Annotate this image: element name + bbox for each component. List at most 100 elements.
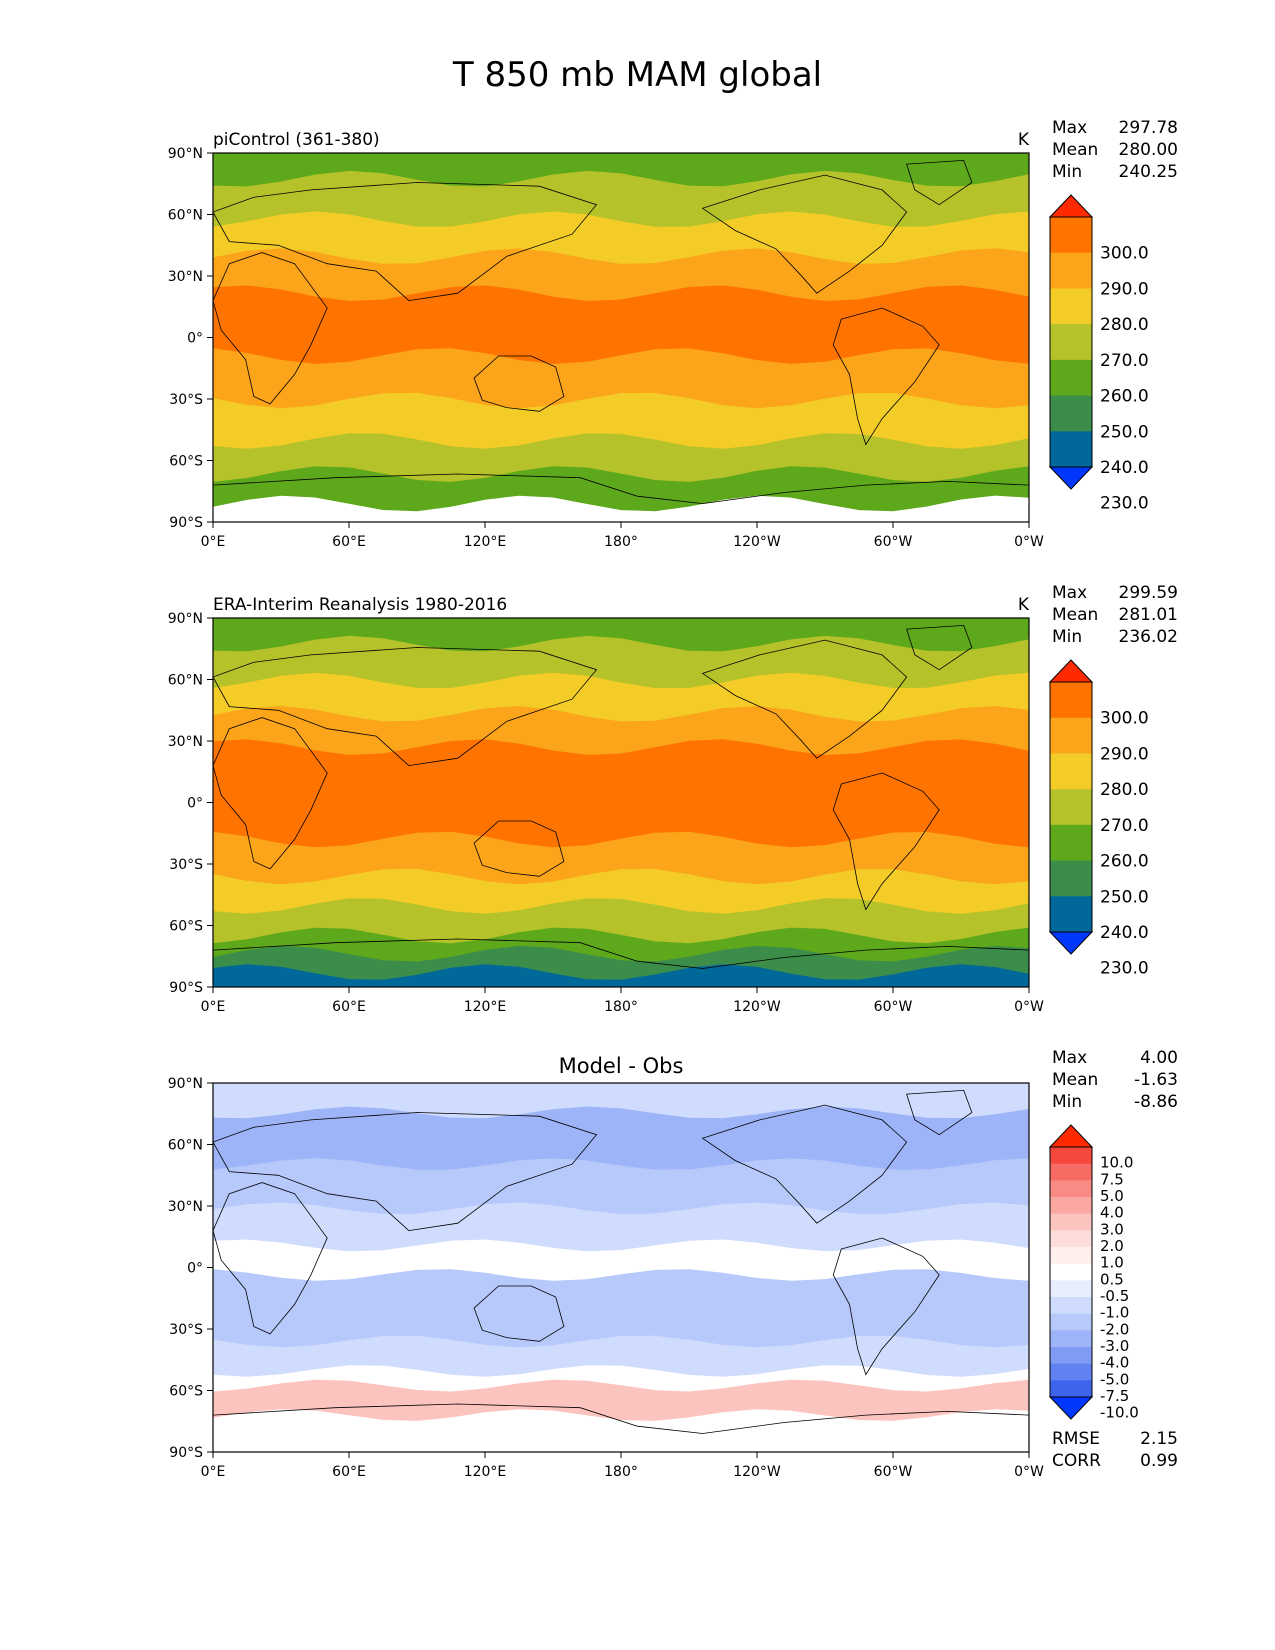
lon-tick-label: 180°: [604, 1464, 638, 1480]
colorbar-label: -10.0: [1100, 1404, 1139, 1422]
colorbar-segment: [1050, 1380, 1092, 1398]
lat-tick-label: 60°S: [169, 1384, 203, 1400]
metric-label: RMSE: [1052, 1429, 1100, 1449]
stat-value: 236.02: [1119, 627, 1178, 647]
map-panel-3: 90°N 60°N 30°N 0° 30°S 60°S 90°S 0°E 60°E 120°E 18…: [168, 1048, 1178, 1480]
lat-tick-label: 60°N: [168, 1138, 203, 1154]
lon-tick-label: 180°: [604, 534, 638, 550]
lat-tick-label: 90°N: [168, 1076, 203, 1092]
stat-label: Max: [1052, 1048, 1087, 1068]
lon-tick-label: 0°W: [1014, 999, 1044, 1015]
stat-label: Min: [1052, 162, 1082, 182]
stat-value: 299.59: [1119, 583, 1178, 603]
colorbar-label: -4.0: [1100, 1354, 1129, 1372]
lon-tick-label: 0°W: [1014, 1464, 1044, 1480]
stat-label: Mean: [1052, 140, 1098, 160]
lon-tick-label: 60°W: [874, 1464, 913, 1480]
colorbar-label: 270.0: [1100, 816, 1149, 836]
colorbar-extend-min: [1048, 1396, 1094, 1420]
lon-tick-label: 60°W: [874, 999, 913, 1015]
colorbar-segment: [1050, 1197, 1092, 1215]
lat-tick-label: 60°S: [169, 454, 203, 470]
stat-value: 297.78: [1119, 118, 1178, 138]
coastline: [906, 1089, 973, 1136]
lon-tick-label: 60°W: [874, 534, 913, 550]
lon-tick-label: 0°E: [201, 999, 226, 1015]
colorbar-label: -5.0: [1100, 1370, 1129, 1388]
coastline: [832, 772, 940, 911]
colorbar-segment: [1050, 824, 1092, 862]
colorbar-segment: [1050, 1230, 1092, 1248]
coastline: [906, 159, 973, 206]
lon-tick-label: 120°E: [464, 999, 507, 1015]
units-label: K: [1018, 130, 1030, 150]
coastline: [213, 717, 328, 870]
colorbar-extend-min: [1048, 931, 1094, 955]
stat-value: 4.00: [1140, 1048, 1178, 1068]
colorbar-label: 280.0: [1100, 780, 1149, 800]
coastline: [213, 252, 328, 405]
colorbar-segment: [1050, 717, 1092, 754]
colorbar-label: 280.0: [1100, 315, 1149, 335]
coastline: [213, 1182, 328, 1335]
contour-band: [213, 1379, 1029, 1426]
contour-band: [213, 1106, 1029, 1175]
metric-value: 0.99: [1140, 1451, 1178, 1471]
temperature-field: [213, 1083, 1029, 1452]
contour-band: [213, 945, 1029, 983]
colorbar: 10.07.55.04.03.02.01.00.5-0.5-1.0-2.0-3.…: [1048, 1124, 1139, 1422]
colorbar-segment: [1050, 1297, 1092, 1315]
lon-tick-label: 0°W: [1014, 534, 1044, 550]
colorbar-label: 230.0: [1100, 959, 1149, 979]
colorbar-segment: [1050, 1363, 1092, 1381]
colorbar-segment: [1050, 896, 1092, 933]
coastline: [832, 307, 940, 446]
colorbar-segment: [1050, 1163, 1092, 1181]
coastline: [213, 938, 1029, 969]
colorbar-segment: [1050, 1313, 1092, 1331]
lat-tick-label: 30°S: [169, 1322, 203, 1338]
map-panel-2: 90°N 60°N 30°N 0° 30°S 60°S 90°S 0°E 60°E 120°E 18…: [168, 583, 1178, 1015]
colorbar-label: 0.5: [1100, 1270, 1124, 1288]
lon-tick-label: 180°: [604, 999, 638, 1015]
stat-value: -1.63: [1134, 1070, 1178, 1090]
lon-tick-label: 120°E: [464, 534, 507, 550]
stat-value: 281.01: [1119, 605, 1178, 625]
colorbar-segment: [1050, 1330, 1092, 1348]
colorbar-segment: [1050, 359, 1092, 397]
lat-tick-label: 90°N: [168, 146, 203, 162]
colorbar-extend-max: [1048, 659, 1094, 683]
stat-label: Mean: [1052, 1070, 1098, 1090]
contour-band: [213, 211, 1029, 267]
temperature-field: [213, 618, 1029, 987]
colorbar-label: 270.0: [1100, 351, 1149, 371]
coastline: [213, 647, 598, 767]
colorbar-segment: [1050, 753, 1092, 790]
contour-band: [213, 706, 1029, 758]
lat-tick-label: 0°: [187, 1261, 203, 1277]
panel-title: ERA-Interim Reanalysis 1980-2016: [213, 595, 507, 615]
stat-label: Max: [1052, 118, 1087, 138]
contour-band: [213, 466, 1029, 514]
metric-value: 2.15: [1140, 1429, 1178, 1449]
colorbar: 300.0 290.0 280.0 270.0 260.0 250.0 240.0 230.0: [1048, 194, 1149, 514]
colorbar-label: 2.0: [1100, 1237, 1124, 1255]
colorbar-label: 5.0: [1100, 1187, 1124, 1205]
lon-tick-label: 60°E: [332, 999, 366, 1015]
temperature-field: [213, 153, 1029, 522]
colorbar-frame: [1049, 681, 1093, 933]
lat-tick-label: 30°N: [168, 734, 203, 750]
contour-band: [213, 739, 1029, 850]
panel-title: Model - Obs: [559, 1054, 684, 1078]
coastline: [701, 1104, 908, 1224]
coastline: [906, 624, 973, 671]
colorbar-label: 290.0: [1100, 744, 1149, 764]
lat-tick-label: 90°S: [169, 980, 203, 996]
lat-tick-label: 30°S: [169, 392, 203, 408]
contour-band: [213, 1409, 1029, 1452]
coastline: [701, 174, 908, 294]
colorbar-segment: [1050, 1213, 1092, 1231]
colorbar-segment: [1050, 288, 1092, 325]
colorbar-segment: [1050, 1147, 1092, 1165]
colorbar-label: 230.0: [1100, 494, 1149, 514]
